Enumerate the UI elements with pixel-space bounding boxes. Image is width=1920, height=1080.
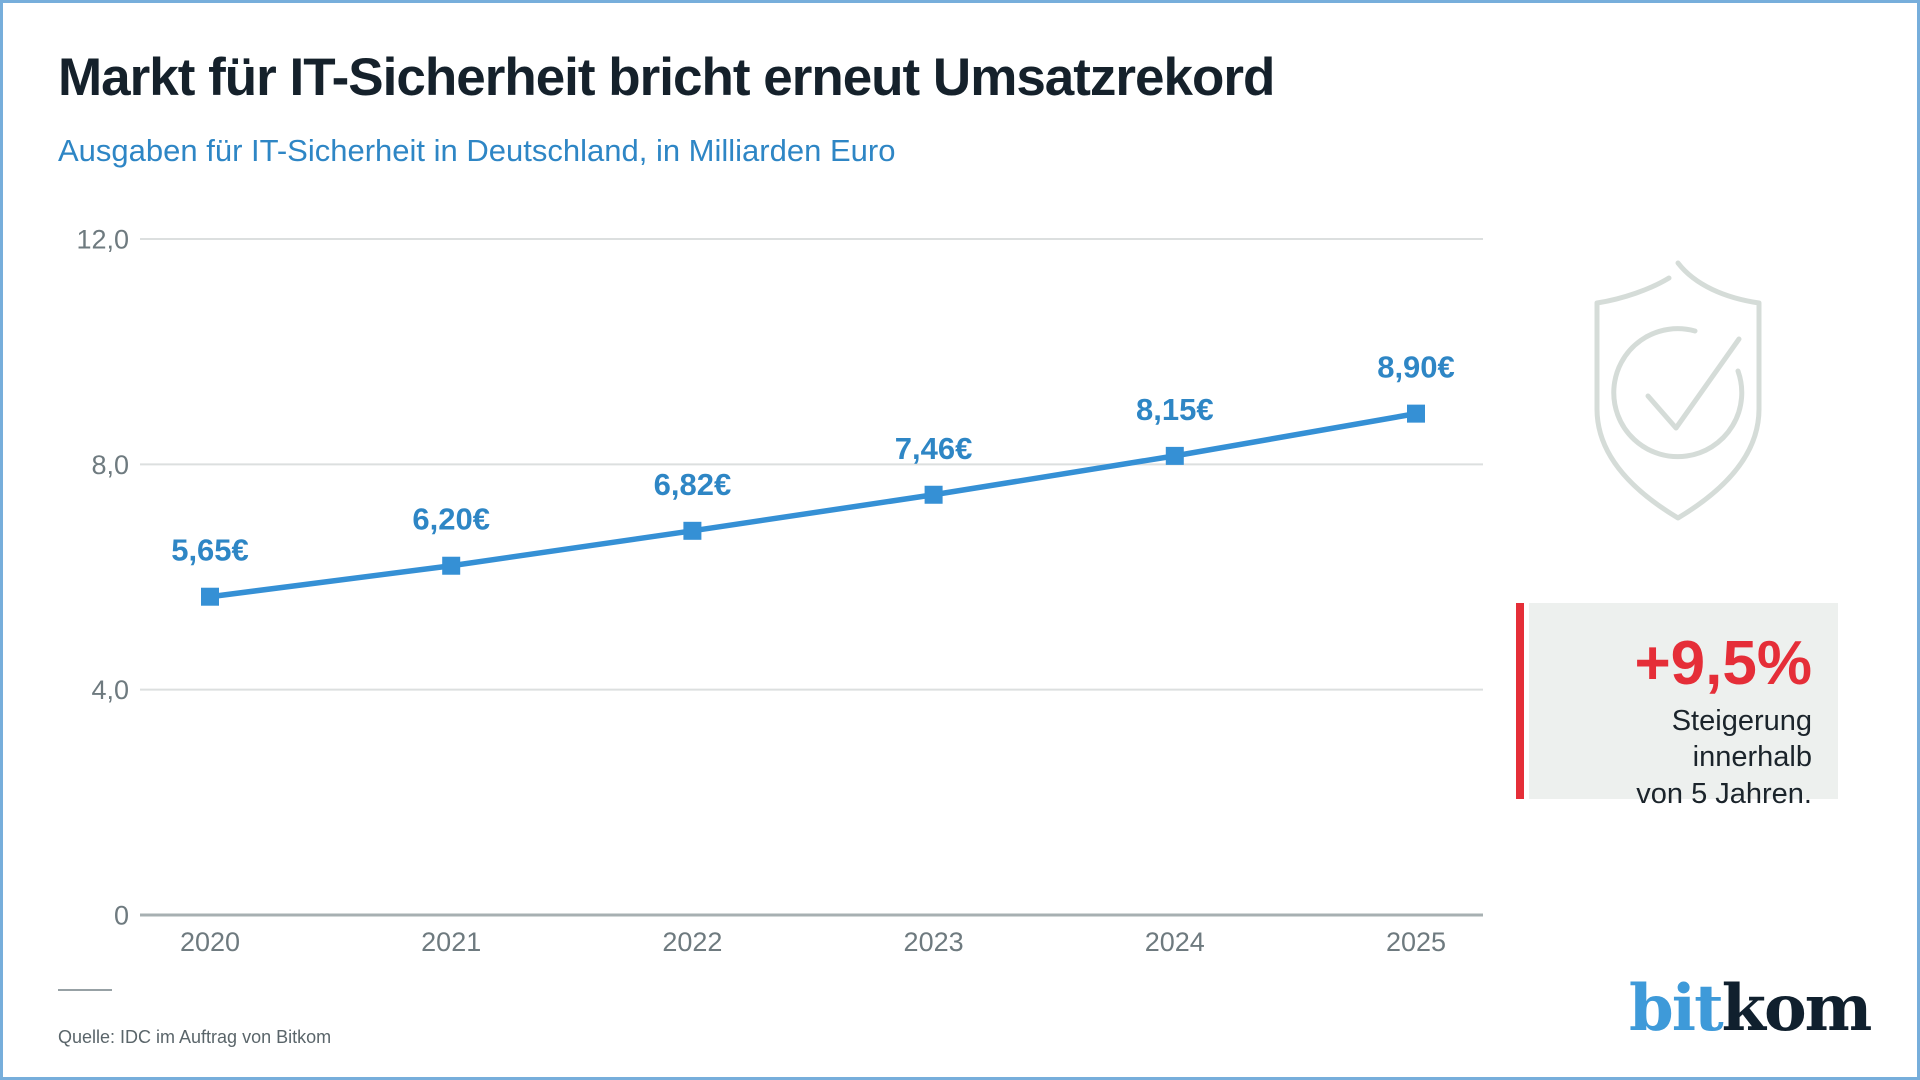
check-mark — [1645, 336, 1742, 431]
data-point-label: 7,46€ — [895, 431, 973, 466]
data-point-marker — [442, 556, 461, 575]
callout-accent-bar — [1516, 603, 1524, 799]
x-tick-label: 2023 — [904, 927, 964, 957]
logo-part-dark: kom — [1721, 971, 1873, 1046]
x-tick-label: 2025 — [1386, 927, 1446, 957]
data-point-marker — [201, 587, 219, 606]
y-tick-label: 12,0 — [76, 224, 129, 254]
source-divider — [58, 989, 112, 991]
x-tick-label: 2021 — [421, 927, 481, 957]
data-point-label: 8,90€ — [1377, 350, 1455, 385]
x-tick-label: 2020 — [180, 927, 240, 957]
y-tick-label: 0 — [114, 900, 129, 930]
x-tick-label: 2022 — [662, 927, 722, 957]
x-tick-label: 2024 — [1145, 927, 1205, 957]
source-text: Quelle: IDC im Auftrag von Bitkom — [58, 1027, 332, 1047]
growth-callout: +9,5% Steigerung innerhalb von 5 Jahren. — [1516, 603, 1838, 810]
growth-description-line2: von 5 Jahren. — [1636, 777, 1812, 810]
check-circle-arc — [1611, 326, 1745, 460]
chart-subtitle: Ausgaben für IT-Sicherheit in Deutschlan… — [58, 133, 896, 168]
growth-description: Steigerung innerhalb von 5 Jahren. — [1549, 703, 1812, 812]
bitkom-logo: bitkom — [1629, 971, 1873, 1046]
line-chart: 0 4,0 8,0 12,0 2020 2021 2022 2023 2024 2025 5,65€… — [76, 224, 1483, 957]
shield-check-icon — [1594, 260, 1762, 521]
data-point-marker — [924, 485, 943, 504]
callout-body: +9,5% Steigerung innerhalb von 5 Jahren. — [1529, 603, 1838, 810]
series-line — [209, 410, 1417, 600]
data-point-marker — [1165, 446, 1184, 465]
page-title: Markt für IT-Sicherheit bricht erneut Um… — [58, 48, 1275, 107]
logo-part-blue: bit — [1629, 971, 1724, 1046]
data-point-label: 8,15€ — [1136, 392, 1214, 427]
data-point-label: 6,20€ — [412, 502, 490, 537]
data-point-label: 5,65€ — [171, 533, 249, 568]
y-tick-label: 4,0 — [91, 675, 129, 705]
data-point-marker — [683, 521, 702, 540]
growth-description-line1: Steigerung innerhalb — [1671, 705, 1812, 774]
y-tick-label: 8,0 — [91, 450, 129, 480]
data-point-label: 6,82€ — [654, 467, 732, 502]
shield-outline — [1594, 260, 1762, 521]
data-point-marker — [1407, 404, 1425, 423]
growth-percentage: +9,5% — [1634, 629, 1812, 698]
